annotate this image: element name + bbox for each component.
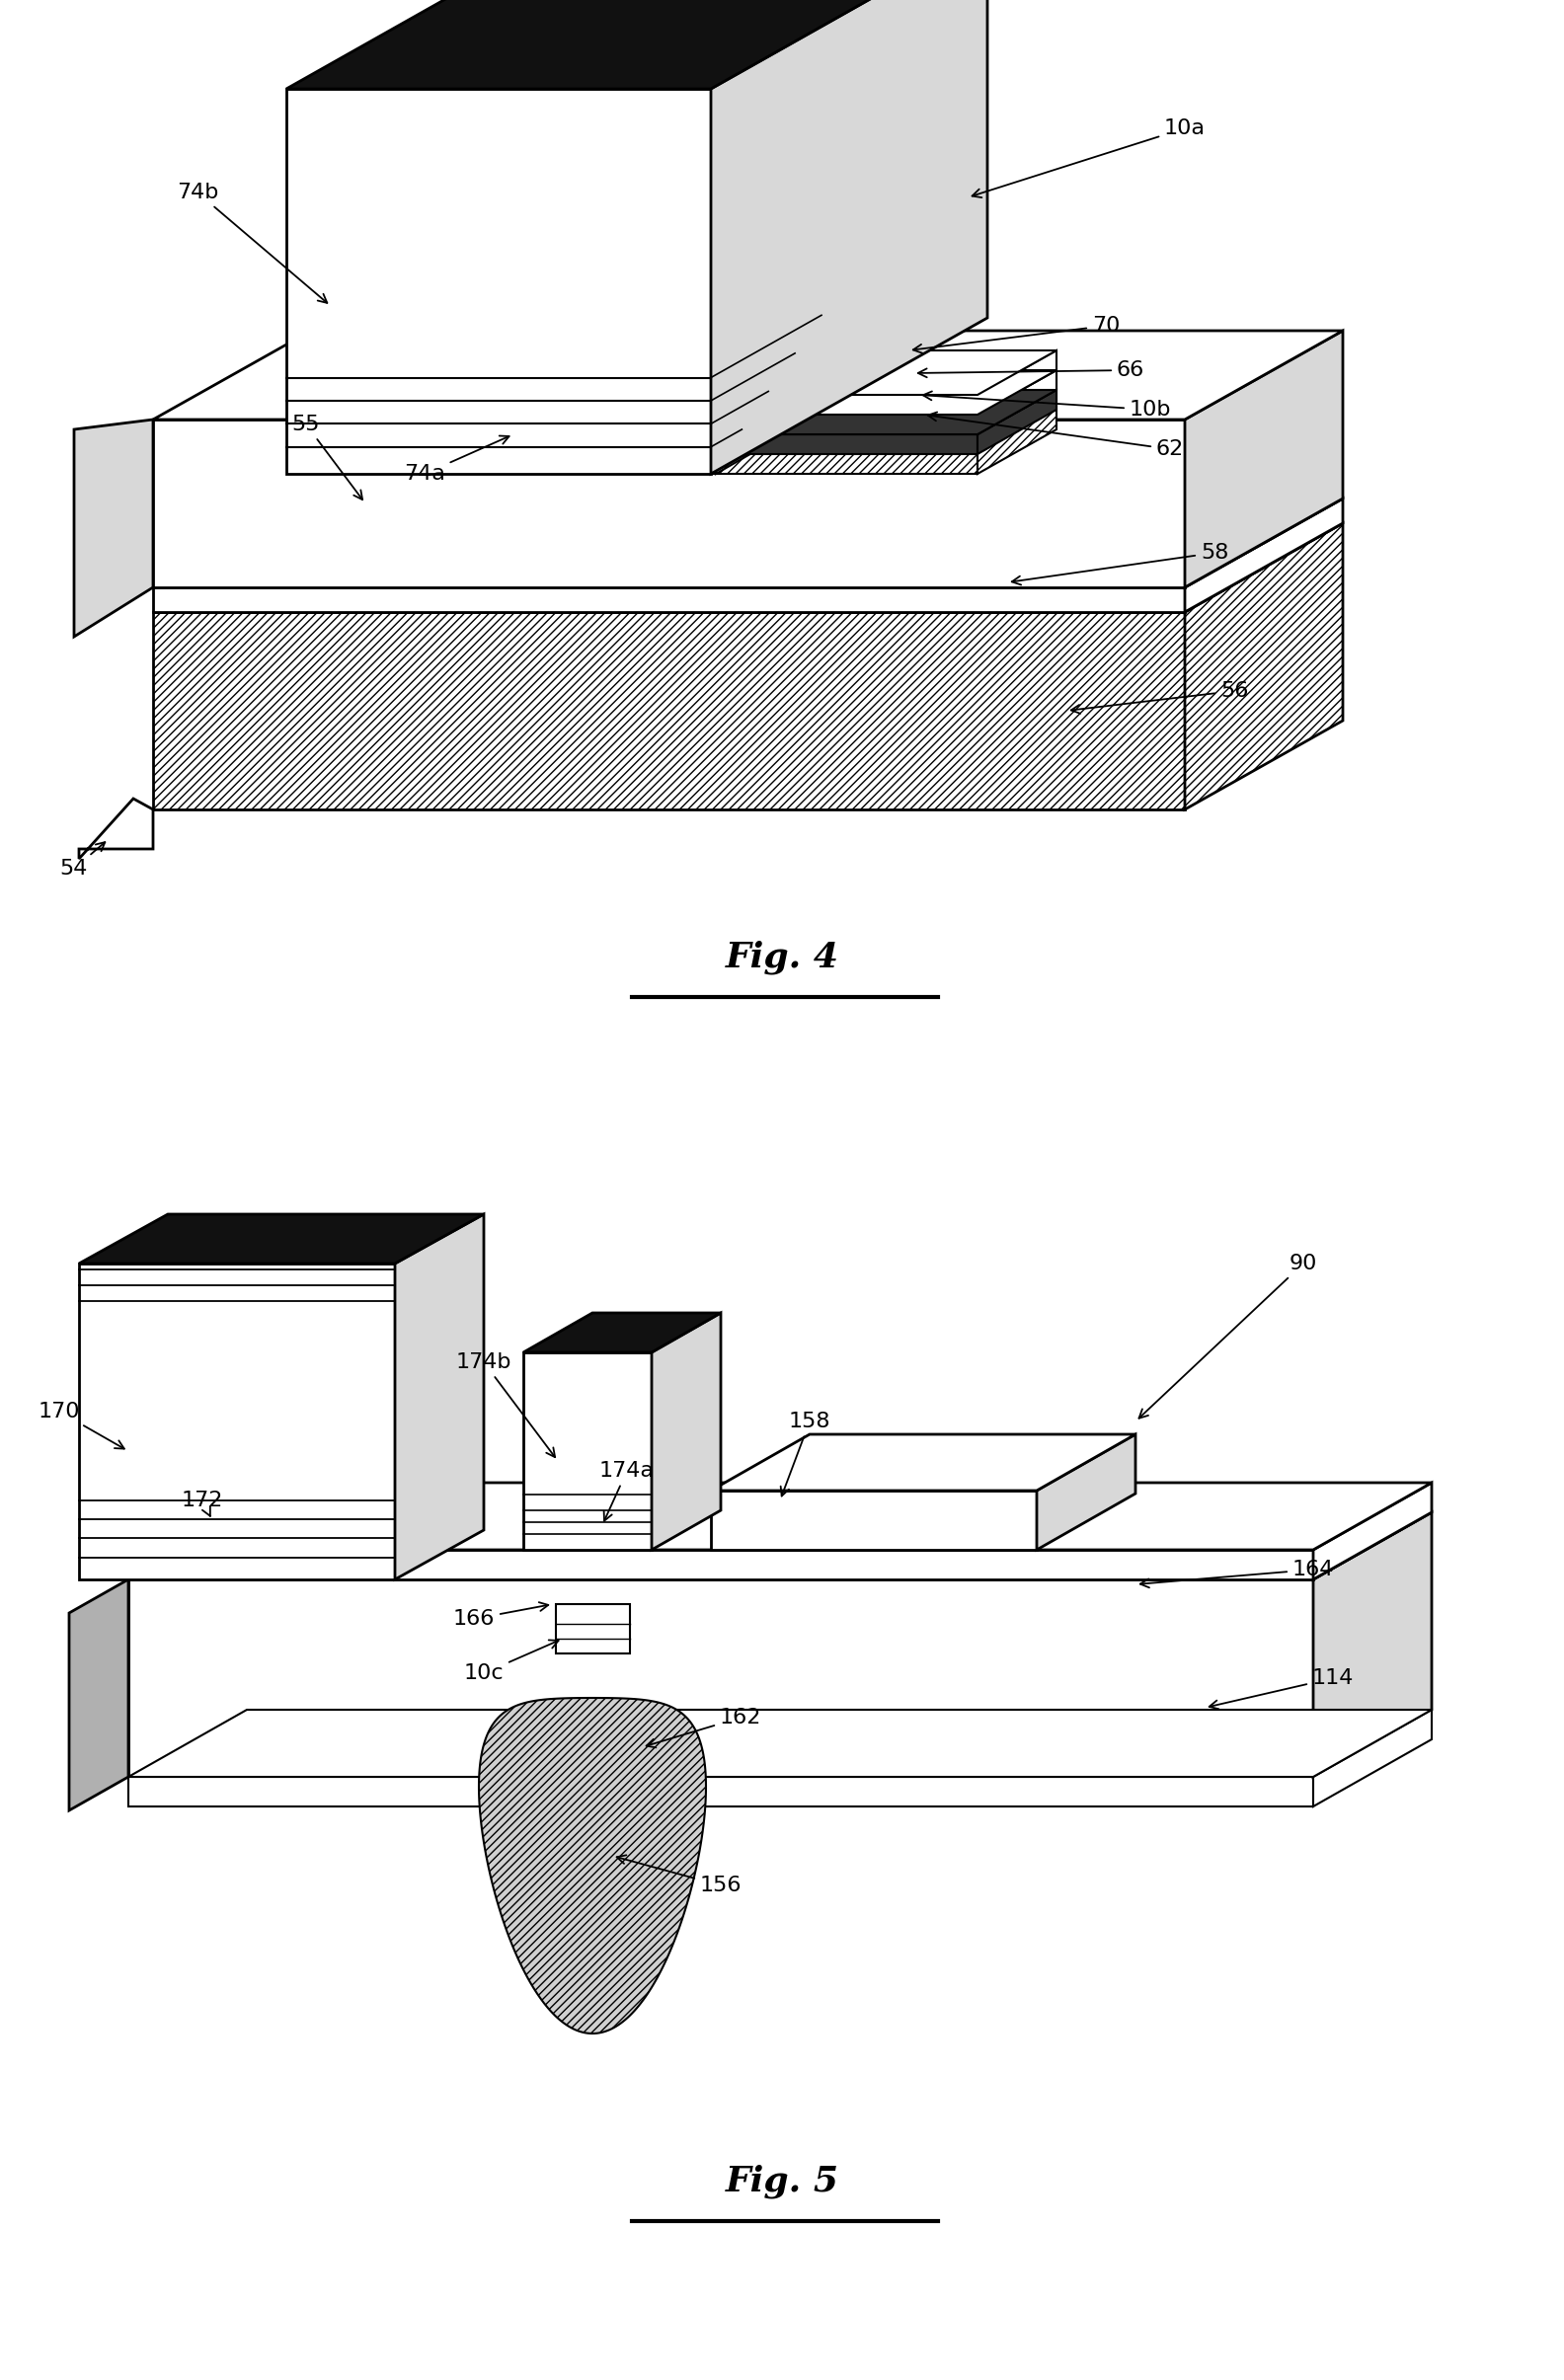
Polygon shape bbox=[712, 1490, 1037, 1549]
Polygon shape bbox=[712, 371, 1057, 414]
Polygon shape bbox=[712, 376, 1057, 419]
Polygon shape bbox=[128, 1778, 1314, 1806]
Text: 66: 66 bbox=[918, 359, 1145, 381]
Text: 70: 70 bbox=[913, 317, 1120, 352]
Text: 55: 55 bbox=[292, 414, 363, 500]
Text: 162: 162 bbox=[646, 1709, 762, 1747]
Text: 74a: 74a bbox=[404, 436, 510, 483]
Polygon shape bbox=[1186, 497, 1343, 612]
Polygon shape bbox=[286, 0, 987, 88]
Text: 164: 164 bbox=[1140, 1559, 1334, 1587]
Polygon shape bbox=[153, 524, 1343, 612]
Text: 10b: 10b bbox=[923, 390, 1171, 419]
Polygon shape bbox=[1314, 1483, 1431, 1580]
Polygon shape bbox=[128, 1709, 1431, 1778]
Polygon shape bbox=[483, 338, 755, 359]
Polygon shape bbox=[712, 414, 978, 433]
Text: 114: 114 bbox=[1209, 1668, 1354, 1709]
Text: 156: 156 bbox=[616, 1854, 741, 1894]
Polygon shape bbox=[712, 433, 978, 455]
Polygon shape bbox=[483, 359, 716, 474]
Text: 172: 172 bbox=[181, 1490, 224, 1516]
Polygon shape bbox=[69, 1580, 128, 1811]
Polygon shape bbox=[712, 350, 1057, 395]
Polygon shape bbox=[153, 419, 1186, 588]
Text: 62: 62 bbox=[927, 412, 1184, 459]
Polygon shape bbox=[128, 1511, 1431, 1580]
Polygon shape bbox=[712, 390, 1057, 433]
Text: Fig. 5: Fig. 5 bbox=[726, 2163, 838, 2199]
Polygon shape bbox=[978, 376, 1057, 474]
Polygon shape bbox=[716, 338, 755, 474]
Polygon shape bbox=[1314, 1511, 1431, 1778]
Text: 10c: 10c bbox=[465, 1640, 558, 1683]
Polygon shape bbox=[80, 1214, 483, 1264]
Polygon shape bbox=[396, 1214, 483, 1580]
Polygon shape bbox=[712, 419, 978, 474]
Polygon shape bbox=[712, 395, 978, 414]
Text: 56: 56 bbox=[1071, 681, 1248, 714]
Text: 174a: 174a bbox=[599, 1461, 655, 1521]
Polygon shape bbox=[153, 497, 1343, 588]
Polygon shape bbox=[479, 1697, 705, 2033]
Text: 166: 166 bbox=[454, 1602, 549, 1628]
Polygon shape bbox=[1186, 524, 1343, 809]
Text: 158: 158 bbox=[780, 1411, 830, 1497]
Polygon shape bbox=[978, 390, 1057, 455]
Polygon shape bbox=[1037, 1435, 1135, 1549]
Polygon shape bbox=[524, 1314, 721, 1352]
Polygon shape bbox=[1186, 331, 1343, 588]
Text: 174b: 174b bbox=[457, 1352, 555, 1457]
Polygon shape bbox=[712, 0, 987, 474]
Polygon shape bbox=[74, 419, 153, 638]
Polygon shape bbox=[978, 350, 1057, 414]
Polygon shape bbox=[286, 88, 712, 474]
Polygon shape bbox=[1314, 1709, 1431, 1806]
Polygon shape bbox=[652, 1314, 721, 1549]
Polygon shape bbox=[80, 1264, 396, 1580]
Polygon shape bbox=[128, 1580, 1314, 1778]
Polygon shape bbox=[153, 612, 1186, 809]
Polygon shape bbox=[153, 588, 1186, 612]
Text: Fig. 4: Fig. 4 bbox=[726, 940, 838, 973]
Polygon shape bbox=[712, 1435, 1135, 1490]
Text: 54: 54 bbox=[59, 843, 105, 878]
Polygon shape bbox=[128, 1483, 1431, 1549]
Text: 10a: 10a bbox=[973, 119, 1206, 198]
Text: 90: 90 bbox=[1139, 1254, 1317, 1418]
Text: 74b: 74b bbox=[177, 183, 327, 302]
Polygon shape bbox=[555, 1604, 630, 1654]
Polygon shape bbox=[153, 331, 1343, 419]
Text: 170: 170 bbox=[38, 1402, 124, 1449]
Polygon shape bbox=[80, 800, 153, 859]
Polygon shape bbox=[524, 1352, 652, 1549]
Polygon shape bbox=[128, 1549, 1314, 1580]
Polygon shape bbox=[978, 371, 1057, 433]
Text: 58: 58 bbox=[1012, 543, 1228, 585]
